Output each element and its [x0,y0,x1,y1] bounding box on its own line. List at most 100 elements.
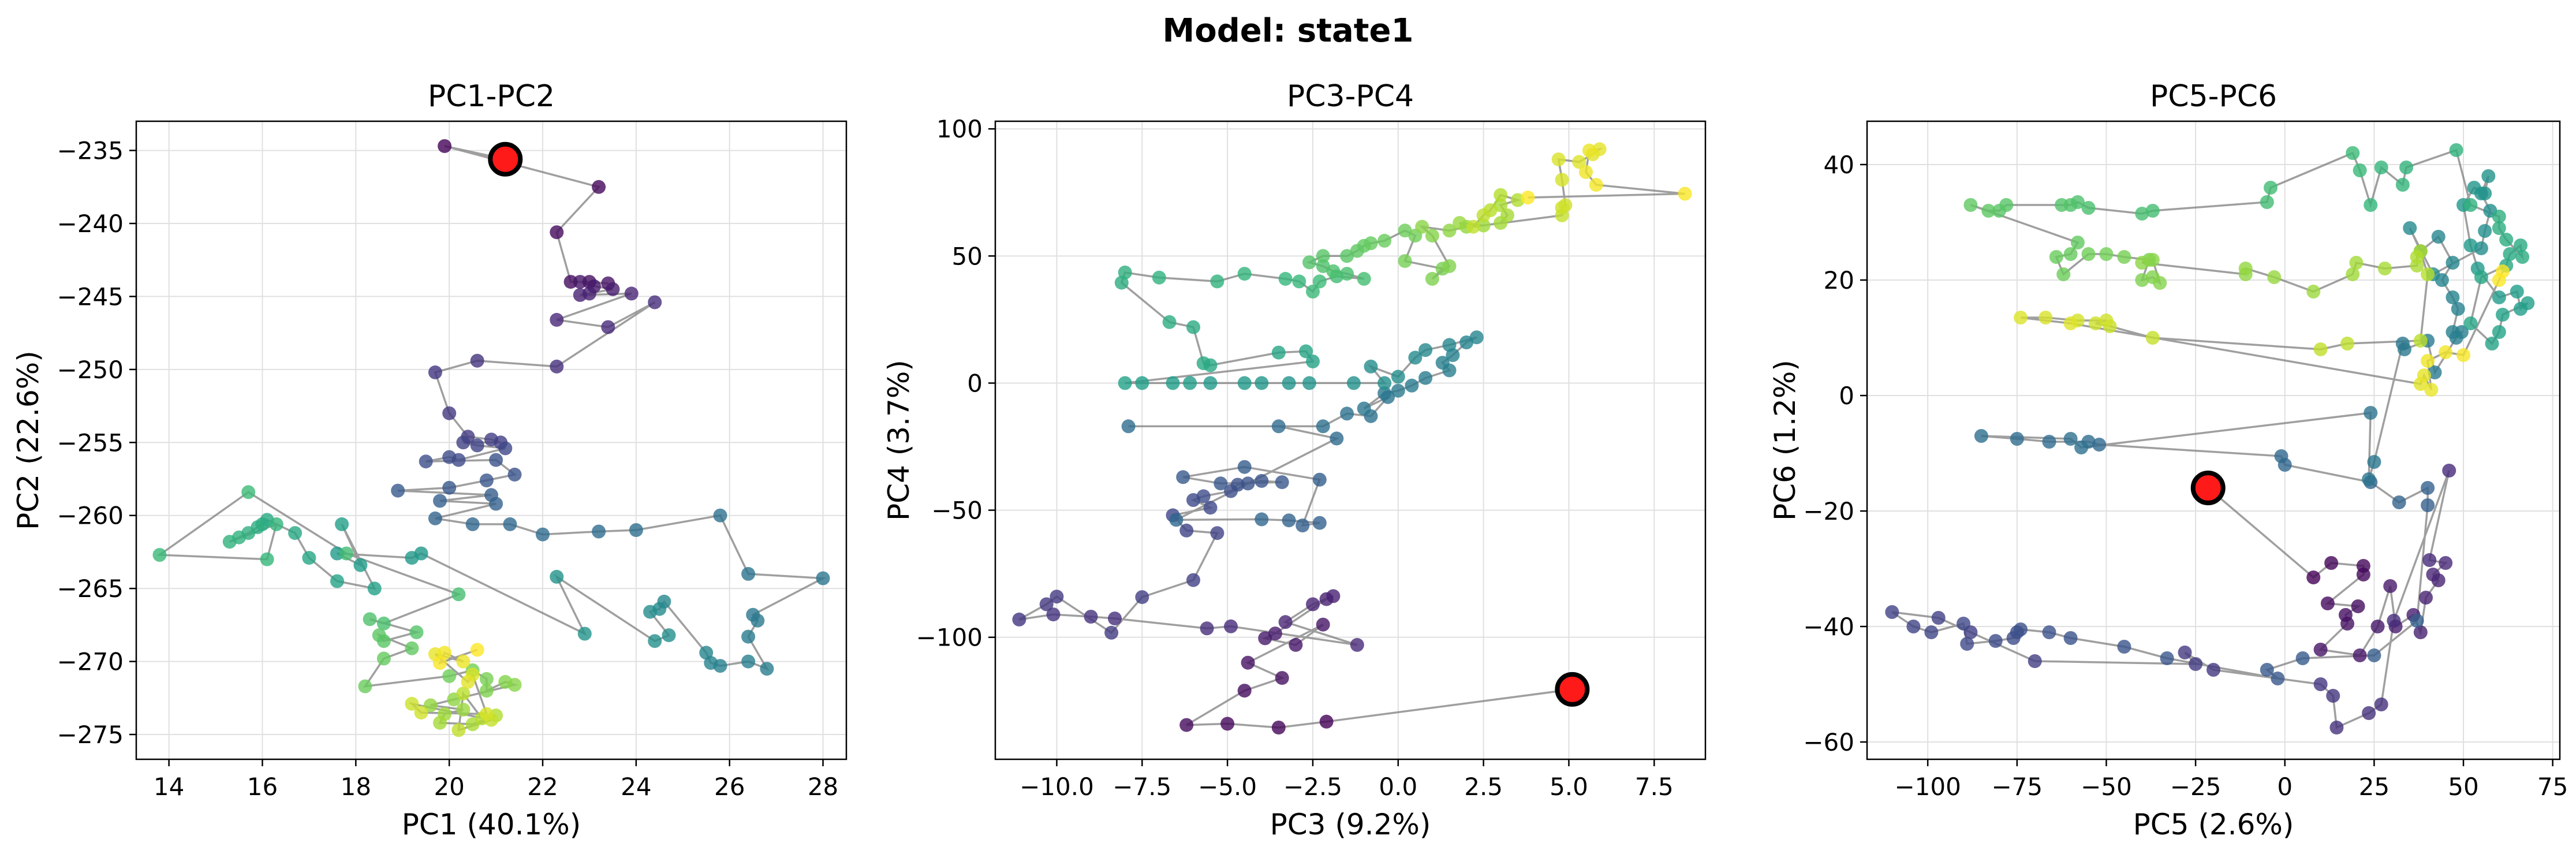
data-point [1377,386,1392,401]
data-point [1179,718,1194,732]
data-point [1275,475,1289,490]
plot-area [152,139,830,737]
data-point [1391,370,1405,384]
data-point [1278,615,1293,629]
data-point [592,524,606,539]
data-point [428,511,442,525]
ticks: −100 −75 −50 −25 0 25 50 75 40 20 0 −20 −40 −60 [1803,151,2568,801]
data-point [1521,191,1535,205]
data-point [2397,342,2411,356]
data-point [536,527,550,542]
data-point [2463,238,2478,252]
data-point [1476,208,1491,222]
data-point [1169,513,1184,527]
data-point [1357,271,1371,286]
data-point [1220,717,1235,731]
data-point [2074,441,2089,454]
data-point [601,320,615,334]
y-tick-label: −275 [57,721,124,749]
data-point [1237,684,1252,698]
data-point [1551,152,1566,166]
data-point [2367,648,2381,662]
data-point [2145,204,2160,218]
data-point [1255,376,1269,390]
data-point [2377,262,2392,275]
data-point [2426,568,2440,581]
data-point [335,517,349,531]
data-point [2306,570,2321,584]
data-point [2492,290,2506,304]
data-point [2353,648,2367,662]
data-point [456,654,471,669]
data-point [1924,625,1939,639]
data-point [1330,431,1344,446]
y-axis-label: PC6 (1.2%) [1768,360,1802,521]
data-point [1108,611,1122,626]
data-point [550,359,564,374]
data-point [2421,267,2435,281]
x-tick-label: −5.0 [1198,773,1257,801]
data-point [2320,596,2335,610]
panel-1: 14 16 18 20 22 24 26 28 −235 −240 −245 −250 −255 −260… [12,79,848,841]
data-point [573,288,587,302]
data-point [1494,188,1508,202]
y-tick-label: −255 [57,428,124,457]
data-point [1418,343,1433,357]
data-point [2463,316,2478,330]
data-point [1579,165,1593,179]
data-point [2364,198,2378,212]
data-point [2446,325,2460,339]
data-point [376,651,391,666]
data-point [1292,274,1306,289]
data-point [1312,516,1327,530]
data-point [2070,236,2085,249]
data-point [2446,256,2460,270]
data-point [1306,285,1320,299]
data-point [1050,590,1064,604]
data-point [1494,198,1508,212]
y-tick-label: −40 [1803,613,1854,641]
data-point [2340,617,2354,631]
data-point [816,571,830,586]
data-point [2474,270,2488,284]
data-point [1306,597,1320,611]
data-point [1039,597,1054,611]
y-tick-label: −245 [57,282,124,311]
data-point [1241,476,1255,491]
data-point [2478,224,2492,238]
data-point [1230,478,1245,492]
data-point [241,485,256,499]
data-point [414,706,428,720]
data-point [507,467,522,482]
x-tick-label: −2.5 [1283,773,1342,801]
x-tick-label: 25 [2359,773,2390,801]
x-tick-label: −100 [1894,773,1961,801]
data-point [741,566,756,581]
data-point [1678,187,1692,201]
data-point [442,406,457,420]
data-point [1084,610,1098,624]
data-point [2431,230,2446,244]
data-point [2063,247,2078,261]
data-point [2499,233,2514,247]
data-point [2055,198,2069,212]
data-point [1469,330,1484,345]
data-point [1162,315,1177,329]
data-point [2515,250,2530,264]
data-point [2271,672,2285,685]
data-point [2521,296,2535,310]
data-point [470,643,484,657]
data-point [2413,334,2428,348]
data-point [2117,250,2131,264]
data-point [2135,207,2149,221]
panel-2: −10.0 −7.5 −5.0 −2.5 0.0 2.5 5.0 7.5 100 50 0 −50 −1… [882,79,1707,841]
data-point [1326,589,1341,603]
y-tick-label: −60 [1803,728,1854,756]
data-point [2417,368,2431,382]
data-point [2481,169,2496,183]
data-point [461,675,475,689]
data-point [2340,337,2354,350]
data-point [2496,308,2510,322]
data-point [1237,267,1252,281]
data-point [405,551,419,565]
